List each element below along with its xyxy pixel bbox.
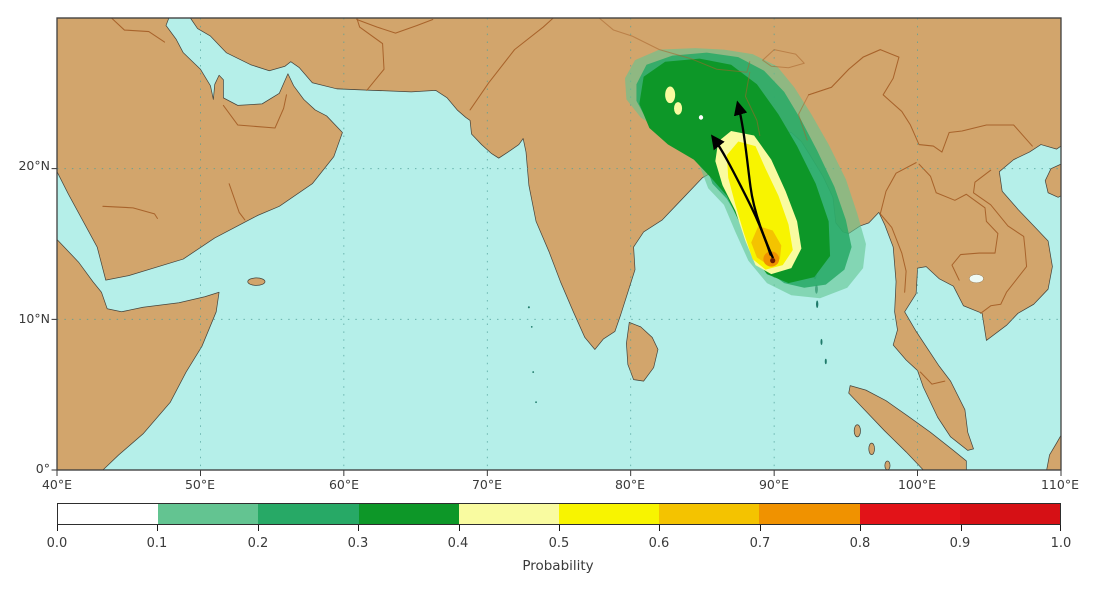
land-sri-lanka <box>626 321 659 382</box>
prob-spot <box>698 115 704 120</box>
colorbar-segment <box>358 504 459 524</box>
colorbar-segment <box>58 504 159 524</box>
colorbar-segment <box>859 504 960 524</box>
colorbar-segment <box>659 504 760 524</box>
colorbar-segment <box>959 504 1061 524</box>
lat-label-20n: 20°N <box>18 158 50 173</box>
lon-label-40e: 40°E <box>41 477 73 492</box>
gridlines <box>57 18 1061 470</box>
islet <box>884 460 891 471</box>
lon-label-80e: 80°E <box>614 477 646 492</box>
colorbar-label-00: 0.0 <box>46 536 68 551</box>
lat-label-0: 0° <box>35 461 50 476</box>
colorbar-label-07: 0.7 <box>749 536 771 551</box>
colorbar-label-01: 0.1 <box>146 536 168 551</box>
prob-spot <box>674 102 683 115</box>
lon-label-90e: 90°E <box>758 477 790 492</box>
colorbar-segment <box>158 504 259 524</box>
lon-label-70e: 70°E <box>471 477 503 492</box>
land-socotra <box>247 277 266 286</box>
colorbar-label-02: 0.2 <box>247 536 269 551</box>
lon-label-110e: 110°E <box>1040 477 1079 492</box>
colorbar-label-05: 0.5 <box>548 536 570 551</box>
colorbar-label-08: 0.8 <box>849 536 871 551</box>
map-frame <box>56 17 1062 471</box>
land-africa <box>56 239 220 471</box>
probability-colorbar <box>57 503 1061 525</box>
axis-ticks <box>51 168 1062 477</box>
colorbar-label-04: 0.4 <box>447 536 469 551</box>
lon-label-100e: 100°E <box>897 477 936 492</box>
colorbar-segment <box>258 504 359 524</box>
colorbar-segment <box>559 504 660 524</box>
colorbar-label-03: 0.3 <box>347 536 369 551</box>
country-borders <box>102 17 1033 385</box>
forecast-track <box>711 100 774 259</box>
islet <box>853 424 861 438</box>
colorbar-segment <box>759 504 860 524</box>
colorbar-ticks <box>57 525 1061 531</box>
land-arabia <box>56 17 343 281</box>
colorbar-segment <box>458 504 560 524</box>
colorbar-label-06: 0.6 <box>648 536 670 551</box>
landmasses <box>56 17 1062 471</box>
probability-plume <box>624 48 866 299</box>
lat-label-10n: 10°N <box>18 311 50 326</box>
lon-label-60e: 60°E <box>328 477 360 492</box>
land-sumatra <box>848 385 967 471</box>
colorbar-label-09: 0.9 <box>949 536 971 551</box>
lake-tonle-sap <box>968 274 984 284</box>
map-canvas <box>51 17 1062 477</box>
colorbar-title: Probability <box>522 558 594 574</box>
country-borders-overlay <box>598 17 881 141</box>
genesis-point <box>770 257 776 264</box>
track-arrow-northwest <box>711 134 772 256</box>
prob-spot <box>665 86 676 104</box>
lon-label-50e: 50°E <box>184 477 216 492</box>
islet <box>868 442 875 456</box>
colorbar-label-10: 1.0 <box>1050 536 1072 551</box>
